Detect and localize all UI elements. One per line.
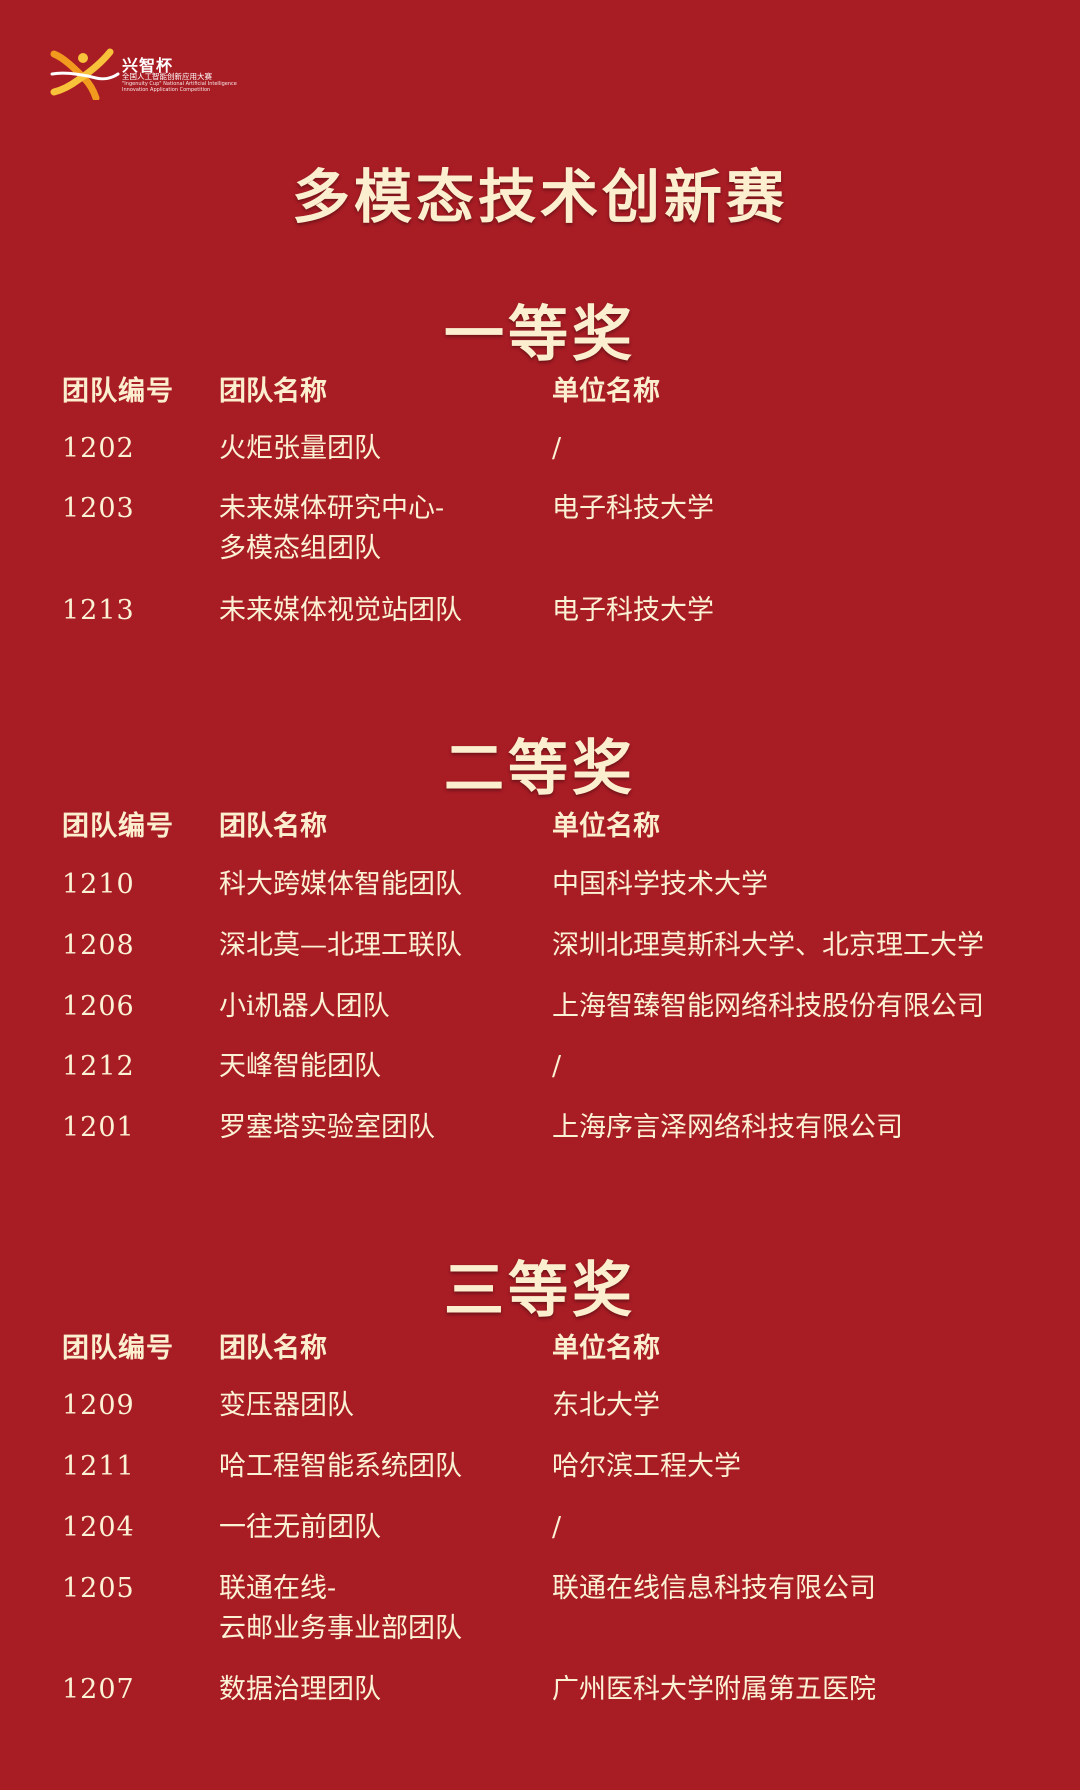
table-row: 1208 深北莫—北理工联队 深圳北理莫斯科大学、北京理工大学 [0, 926, 1080, 1006]
unit-name: / [552, 1051, 562, 1082]
logo-subtitle-en-1: "Ingenuity Cup" National Artificial Inte… [122, 81, 237, 87]
team-name: 变压器团队 [219, 1390, 354, 1421]
team-id: 1203 [62, 493, 135, 524]
team-id: 1201 [62, 1112, 135, 1143]
team-id: 1206 [62, 991, 135, 1022]
unit-name: 东北大学 [552, 1390, 660, 1421]
competition-logo: 兴智杯 全国人工智能创新应用大赛 "Ingenuity Cup" Nationa… [50, 48, 250, 100]
team-id: 1210 [62, 869, 135, 900]
unit-name: 深圳北理莫斯科大学、北京理工大学 [552, 930, 984, 961]
page-title: 多模态技术创新赛 [291, 163, 788, 231]
team-name: 未来媒体研究中心- 多模态组团队 [219, 493, 445, 564]
unit-name: 联通在线信息科技有限公司 [552, 1573, 876, 1604]
team-name: 一往无前团队 [219, 1512, 381, 1543]
logo-name: 兴智杯 [122, 56, 174, 75]
team-id: 1202 [62, 433, 135, 464]
unit-name: 哈尔滨工程大学 [552, 1451, 741, 1482]
header-team-name: 团队名称 [219, 1333, 327, 1364]
table-header: 团队编号 团队名称 单位名称 [0, 1329, 1080, 1409]
table-row: 1203 未来媒体研究中心- 多模态组团队 电子科技大学 [0, 489, 1080, 569]
team-name: 深北莫—北理工联队 [219, 930, 462, 961]
team-id: 1205 [62, 1573, 135, 1604]
team-name: 罗塞塔实验室团队 [219, 1112, 435, 1143]
table-row: 1206 小i机器人团队 上海智臻智能网络科技股份有限公司 [0, 987, 1080, 1067]
header-team-name: 团队名称 [219, 376, 327, 407]
table-header: 团队编号 团队名称 单位名称 [0, 372, 1080, 452]
logo-subtitle-cn: 全国人工智能创新应用大赛 [122, 72, 212, 81]
unit-name: / [552, 1512, 562, 1543]
logo-mark-icon [50, 48, 120, 100]
team-id: 1213 [62, 595, 135, 626]
header-unit-name: 单位名称 [552, 1333, 660, 1364]
table-row: 1201 罗塞塔实验室团队 上海序言泽网络科技有限公司 [0, 1108, 1080, 1188]
table-row: 1207 数据治理团队 广州医科大学附属第五医院 [0, 1670, 1080, 1750]
team-name: 联通在线- 云邮业务事业部团队 [219, 1573, 462, 1644]
unit-name: 电子科技大学 [552, 595, 714, 626]
team-name: 小i机器人团队 [219, 991, 390, 1022]
team-id: 1212 [62, 1051, 135, 1082]
header-team-id: 团队编号 [62, 376, 174, 407]
header-team-id: 团队编号 [62, 811, 174, 842]
unit-name: 中国科学技术大学 [552, 869, 768, 900]
logo-subtitle-en-2: Innovation Application Competition [122, 87, 211, 93]
table-header: 团队编号 团队名称 单位名称 [0, 807, 1080, 887]
team-name: 哈工程智能系统团队 [219, 1451, 462, 1482]
logo-subtitle: 全国人工智能创新应用大赛 "Ingenuity Cup" National Ar… [122, 72, 237, 94]
team-id: 1208 [62, 930, 135, 961]
table-row: 1204 一往无前团队 / [0, 1508, 1080, 1588]
team-name: 数据治理团队 [219, 1674, 381, 1705]
table-row: 1210 科大跨媒体智能团队 中国科学技术大学 [0, 865, 1080, 945]
unit-name: 上海智臻智能网络科技股份有限公司 [552, 991, 984, 1022]
header-unit-name: 单位名称 [552, 376, 660, 407]
team-id: 1207 [62, 1674, 135, 1705]
unit-name: 电子科技大学 [552, 493, 714, 524]
table-row: 1211 哈工程智能系统团队 哈尔滨工程大学 [0, 1447, 1080, 1527]
team-id: 1211 [62, 1451, 135, 1482]
unit-name: / [552, 433, 562, 464]
team-name: 科大跨媒体智能团队 [219, 869, 462, 900]
header-team-id: 团队编号 [62, 1333, 174, 1364]
header-team-name: 团队名称 [219, 811, 327, 842]
unit-name: 广州医科大学附属第五医院 [552, 1674, 876, 1705]
team-id: 1209 [62, 1390, 135, 1421]
award-title-third: 三等奖 [444, 1256, 636, 1326]
team-name: 火炬张量团队 [219, 433, 381, 464]
table-row: 1212 天峰智能团队 / [0, 1047, 1080, 1127]
table-row: 1209 变压器团队 东北大学 [0, 1386, 1080, 1466]
table-row: 1205 联通在线- 云邮业务事业部团队 联通在线信息科技有限公司 [0, 1569, 1080, 1649]
team-name: 天峰智能团队 [219, 1051, 381, 1082]
table-row: 1202 火炬张量团队 / [0, 429, 1080, 509]
unit-name: 上海序言泽网络科技有限公司 [552, 1112, 903, 1143]
table-row: 1213 未来媒体视觉站团队 电子科技大学 [0, 591, 1080, 671]
award-title-second: 二等奖 [444, 734, 636, 804]
team-id: 1204 [62, 1512, 135, 1543]
award-title-first: 一等奖 [444, 300, 636, 370]
team-name: 未来媒体视觉站团队 [219, 595, 462, 626]
header-unit-name: 单位名称 [552, 811, 660, 842]
